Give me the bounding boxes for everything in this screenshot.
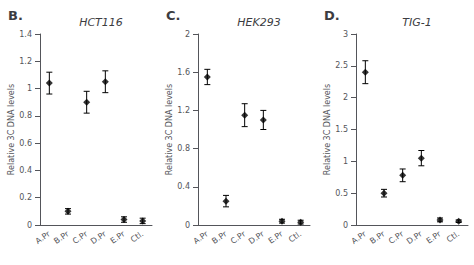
svg-text:A.Pr: A.Pr bbox=[350, 229, 369, 246]
svg-text:0.8: 0.8 bbox=[19, 111, 32, 120]
svg-text:HCT116: HCT116 bbox=[79, 16, 123, 29]
svg-text:E.Pr: E.Pr bbox=[109, 229, 127, 246]
svg-text:2: 2 bbox=[185, 30, 190, 39]
svg-text:0: 0 bbox=[343, 221, 348, 230]
svg-text:B.Pr: B.Pr bbox=[368, 229, 387, 246]
svg-text:1.5: 1.5 bbox=[335, 125, 348, 134]
svg-text:A.Pr: A.Pr bbox=[34, 229, 53, 246]
svg-text:Ctl.: Ctl. bbox=[129, 229, 145, 244]
svg-text:Ctl.: Ctl. bbox=[287, 229, 303, 244]
svg-text:TIG-1: TIG-1 bbox=[402, 16, 431, 29]
svg-text:0.2: 0.2 bbox=[19, 193, 32, 202]
svg-text:HEK293: HEK293 bbox=[237, 16, 280, 29]
svg-text:0.4: 0.4 bbox=[177, 182, 190, 191]
svg-text:2.5: 2.5 bbox=[335, 61, 348, 70]
svg-text:3: 3 bbox=[343, 30, 348, 39]
svg-text:C.Pr: C.Pr bbox=[229, 229, 248, 246]
svg-text:0.8: 0.8 bbox=[177, 144, 190, 153]
svg-text:C.Pr: C.Pr bbox=[387, 229, 406, 246]
svg-text:C.: C. bbox=[166, 8, 180, 23]
svg-text:D.Pr: D.Pr bbox=[247, 229, 266, 246]
svg-text:Relative 3C DNA levels: Relative 3C DNA levels bbox=[323, 84, 332, 175]
svg-text:1.4: 1.4 bbox=[19, 30, 32, 39]
svg-text:0.5: 0.5 bbox=[335, 189, 348, 198]
svg-text:Ctl.: Ctl. bbox=[445, 229, 461, 244]
svg-text:D.: D. bbox=[324, 8, 340, 23]
svg-text:E.Pr: E.Pr bbox=[267, 229, 285, 246]
svg-text:B.Pr: B.Pr bbox=[210, 229, 229, 246]
svg-text:E.Pr: E.Pr bbox=[425, 229, 443, 246]
svg-text:D.Pr: D.Pr bbox=[89, 229, 108, 246]
svg-text:Relative 3C DNA levels: Relative 3C DNA levels bbox=[165, 84, 174, 175]
svg-text:0.4: 0.4 bbox=[19, 166, 32, 175]
svg-text:1.2: 1.2 bbox=[19, 57, 32, 66]
svg-text:0: 0 bbox=[185, 221, 190, 230]
svg-text:0.6: 0.6 bbox=[19, 139, 32, 148]
svg-text:1: 1 bbox=[343, 157, 348, 166]
svg-text:C.Pr: C.Pr bbox=[71, 229, 90, 246]
svg-text:1.2: 1.2 bbox=[177, 106, 190, 115]
svg-text:2: 2 bbox=[343, 93, 348, 102]
svg-text:A.Pr: A.Pr bbox=[192, 229, 211, 246]
svg-text:1: 1 bbox=[27, 84, 32, 93]
svg-text:Relative 3C DNA levels: Relative 3C DNA levels bbox=[7, 84, 16, 175]
svg-text:B.: B. bbox=[8, 8, 23, 23]
svg-text:B.Pr: B.Pr bbox=[52, 229, 71, 246]
svg-text:1.6: 1.6 bbox=[177, 68, 190, 77]
svg-text:0: 0 bbox=[27, 221, 32, 230]
svg-text:D.Pr: D.Pr bbox=[405, 229, 424, 246]
